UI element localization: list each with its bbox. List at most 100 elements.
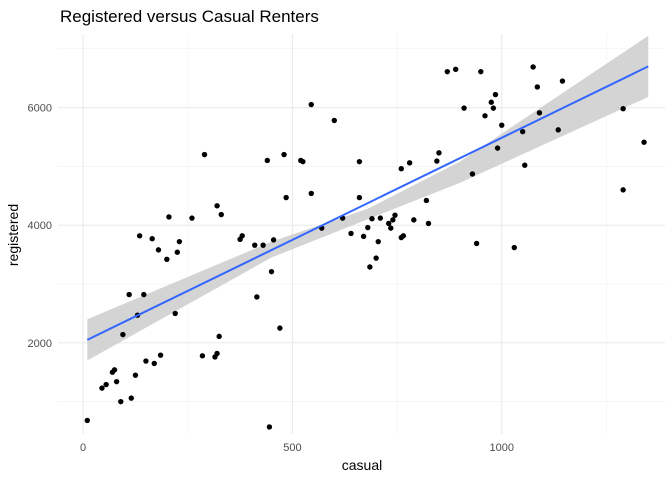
data-point bbox=[308, 101, 314, 108]
data-point bbox=[452, 66, 459, 72]
data-point bbox=[461, 105, 467, 111]
x-axis-title: casual bbox=[342, 457, 382, 473]
data-point bbox=[534, 84, 541, 90]
data-point bbox=[555, 127, 561, 133]
confidence-ribbon bbox=[87, 35, 649, 361]
data-point bbox=[444, 68, 451, 75]
data-point bbox=[478, 68, 484, 75]
data-point bbox=[411, 217, 417, 223]
data-point bbox=[620, 106, 626, 112]
x-tick-label: 0 bbox=[80, 442, 86, 454]
data-point bbox=[281, 151, 287, 158]
data-point bbox=[254, 294, 260, 300]
confidence-ribbon-layer bbox=[87, 35, 649, 361]
data-point bbox=[530, 64, 536, 70]
data-point bbox=[176, 238, 183, 245]
data-point bbox=[214, 203, 220, 209]
data-point bbox=[172, 310, 178, 317]
x-tick-label: 1000 bbox=[489, 442, 513, 454]
data-point bbox=[149, 236, 155, 242]
data-point bbox=[536, 110, 543, 116]
data-point bbox=[214, 350, 220, 357]
data-point bbox=[620, 187, 626, 193]
data-point bbox=[490, 105, 497, 111]
data-point bbox=[118, 398, 124, 405]
data-point bbox=[386, 220, 392, 227]
data-point bbox=[398, 166, 404, 172]
data-point bbox=[113, 378, 120, 385]
data-point bbox=[423, 197, 430, 204]
data-point bbox=[369, 216, 375, 222]
data-point bbox=[201, 151, 208, 158]
data-point bbox=[494, 145, 501, 151]
data-point bbox=[488, 99, 494, 105]
data-point bbox=[356, 158, 363, 165]
data-point bbox=[469, 171, 476, 177]
data-point bbox=[425, 220, 432, 227]
data-point bbox=[482, 113, 488, 119]
data-point bbox=[308, 190, 314, 197]
data-point bbox=[252, 242, 258, 248]
data-point bbox=[400, 233, 407, 239]
data-point bbox=[331, 117, 337, 124]
data-point bbox=[174, 249, 181, 255]
data-point bbox=[126, 291, 132, 298]
data-point bbox=[155, 247, 162, 253]
data-point bbox=[270, 237, 277, 243]
data-point bbox=[277, 325, 283, 331]
data-point bbox=[128, 395, 134, 401]
data-point bbox=[392, 212, 398, 218]
data-point bbox=[641, 139, 647, 145]
chart-title: Registered versus Casual Renters bbox=[60, 7, 319, 26]
data-point bbox=[260, 242, 266, 248]
data-point bbox=[264, 157, 271, 164]
data-point bbox=[99, 385, 105, 391]
data-point bbox=[268, 268, 275, 275]
data-point bbox=[406, 160, 413, 166]
data-point bbox=[216, 333, 222, 340]
data-point bbox=[166, 214, 172, 220]
y-tick-label: 6000 bbox=[28, 103, 52, 115]
data-point bbox=[375, 238, 381, 245]
data-point bbox=[377, 215, 384, 221]
y-axis-ticks: 2000 4000 6000 bbox=[28, 103, 52, 350]
data-point bbox=[157, 352, 164, 358]
minor-grid bbox=[58, 34, 665, 434]
data-point bbox=[136, 233, 143, 239]
data-point bbox=[348, 230, 354, 237]
data-point bbox=[283, 194, 289, 201]
data-point bbox=[218, 211, 224, 218]
data-point bbox=[367, 264, 373, 270]
data-point bbox=[434, 158, 440, 164]
data-point bbox=[300, 158, 306, 165]
data-point bbox=[141, 291, 147, 298]
data-point bbox=[373, 255, 379, 261]
data-point bbox=[559, 78, 566, 84]
data-point bbox=[499, 122, 505, 128]
x-tick-label: 500 bbox=[283, 442, 301, 454]
data-point bbox=[103, 381, 109, 388]
data-point bbox=[111, 367, 118, 373]
x-axis-ticks: 0 500 1000 bbox=[80, 442, 514, 454]
y-tick-label: 4000 bbox=[28, 220, 52, 232]
data-point bbox=[239, 233, 245, 239]
data-point bbox=[266, 424, 273, 430]
data-point bbox=[143, 358, 149, 364]
points-layer bbox=[84, 64, 647, 430]
data-point bbox=[390, 217, 396, 223]
data-point bbox=[522, 162, 528, 168]
data-point bbox=[120, 331, 126, 338]
data-point bbox=[473, 240, 480, 247]
data-point bbox=[189, 215, 195, 221]
data-point bbox=[360, 233, 367, 240]
data-point bbox=[151, 360, 157, 367]
data-point bbox=[84, 417, 91, 424]
data-point bbox=[356, 194, 363, 201]
data-point bbox=[519, 128, 526, 135]
y-tick-label: 2000 bbox=[28, 338, 52, 350]
data-point bbox=[436, 150, 442, 156]
data-point bbox=[511, 244, 517, 251]
data-point bbox=[132, 372, 139, 378]
